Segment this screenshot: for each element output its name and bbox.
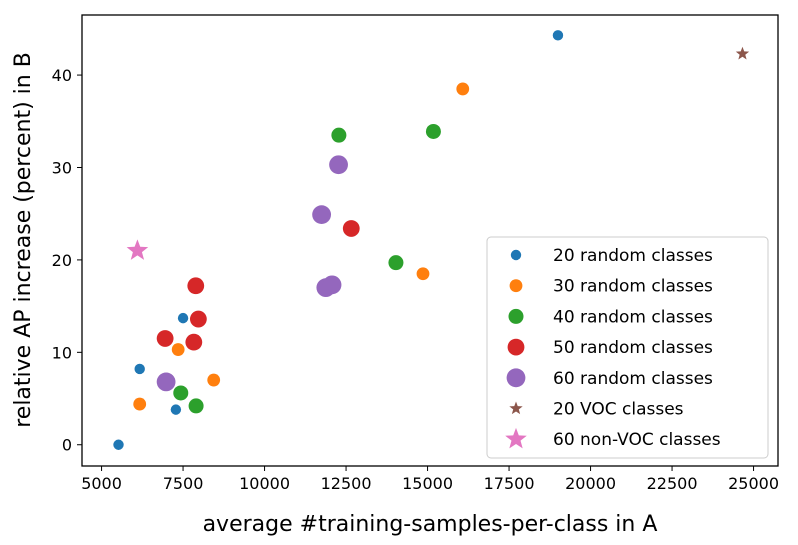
legend-marker	[506, 368, 526, 388]
x-tick-label: 5000	[81, 474, 122, 493]
data-point	[171, 343, 185, 356]
y-tick-label: 20	[52, 251, 72, 270]
data-point	[552, 30, 564, 41]
x-axis-label: average #training-samples-per-class in A	[203, 512, 658, 537]
x-tick-label: 15000	[402, 474, 453, 493]
legend-marker	[509, 401, 523, 415]
data-point	[126, 239, 149, 260]
legend-label: 40 random classes	[553, 307, 713, 327]
data-point	[170, 404, 182, 415]
data-point	[113, 439, 124, 450]
axis-ticks: 5000 7500 10000 12500 15000 17500 20000 22500 25…	[52, 66, 779, 493]
legend-marker	[505, 427, 527, 449]
x-tick-label: 12500	[321, 474, 372, 493]
data-points	[113, 30, 750, 450]
data-point	[456, 82, 470, 96]
legend-label: 60 non-VOC classes	[553, 430, 721, 450]
legend-label: 50 random classes	[553, 338, 713, 358]
y-tick-label: 10	[52, 343, 72, 362]
data-point	[133, 397, 147, 411]
data-point	[185, 333, 203, 351]
data-point	[329, 155, 348, 175]
x-tick-label: 7500	[163, 474, 204, 493]
legend-marker	[507, 338, 525, 356]
legend: 20 random classes 30 random classes 40 ran…	[486, 236, 769, 459]
x-tick-label: 20000	[565, 474, 616, 493]
legend-box	[486, 236, 769, 459]
data-point	[173, 385, 189, 401]
y-tick-label: 30	[52, 158, 72, 177]
data-point	[331, 127, 347, 143]
data-point	[425, 123, 441, 139]
legend-label: 30 random classes	[553, 277, 713, 297]
legend-marker	[509, 279, 523, 293]
data-point	[187, 277, 205, 295]
y-tick-label: 0	[62, 436, 72, 455]
data-point	[156, 372, 176, 392]
y-axis-label: relative AP increase (percent) in B	[11, 52, 36, 428]
x-tick-label: 25000	[728, 474, 779, 493]
data-point	[388, 255, 404, 271]
legend-label: 20 VOC classes	[553, 400, 684, 420]
data-point	[342, 220, 360, 237]
x-tick-label: 10000	[239, 474, 290, 493]
y-tick-label: 40	[52, 66, 72, 85]
data-point	[177, 312, 189, 324]
data-point	[156, 330, 174, 347]
legend-label: 20 random classes	[553, 246, 713, 266]
x-tick-label: 22500	[647, 474, 698, 493]
data-point	[207, 373, 221, 387]
legend-marker	[510, 249, 522, 261]
data-point	[189, 310, 207, 328]
data-point	[322, 275, 342, 295]
data-point	[134, 363, 145, 375]
x-tick-label: 17500	[484, 474, 535, 493]
data-point	[188, 398, 204, 414]
legend-label: 60 random classes	[553, 369, 713, 389]
data-point	[416, 267, 430, 281]
data-point	[735, 46, 750, 60]
data-point	[312, 205, 332, 225]
legend-marker	[508, 308, 524, 324]
